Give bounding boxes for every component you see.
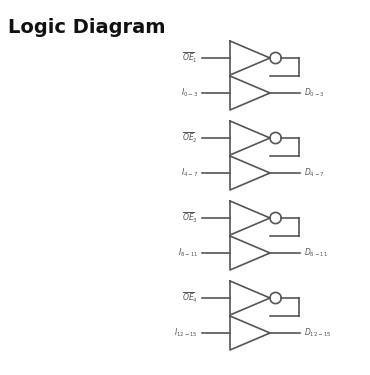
Text: $D_{4-7}$: $D_{4-7}$ bbox=[304, 167, 325, 179]
Text: $I_{8-11}$: $I_{8-11}$ bbox=[178, 247, 198, 259]
Text: $\overline{OE}_2$: $\overline{OE}_2$ bbox=[182, 131, 198, 145]
Text: $D_{0-3}$: $D_{0-3}$ bbox=[304, 87, 325, 99]
Text: $I_{4-7}$: $I_{4-7}$ bbox=[181, 167, 198, 179]
Text: $I_{12-15}$: $I_{12-15}$ bbox=[174, 327, 198, 339]
Text: $D_{8-11}$: $D_{8-11}$ bbox=[304, 247, 328, 259]
Text: $\overline{OE}_4$: $\overline{OE}_4$ bbox=[182, 291, 198, 305]
Text: $D_{12-15}$: $D_{12-15}$ bbox=[304, 327, 332, 339]
Text: $\overline{OE}_3$: $\overline{OE}_3$ bbox=[182, 211, 198, 225]
Text: Logic Diagram: Logic Diagram bbox=[8, 18, 165, 37]
Text: $\overline{OE}_1$: $\overline{OE}_1$ bbox=[182, 51, 198, 65]
Text: $I_{0-3}$: $I_{0-3}$ bbox=[181, 87, 198, 99]
